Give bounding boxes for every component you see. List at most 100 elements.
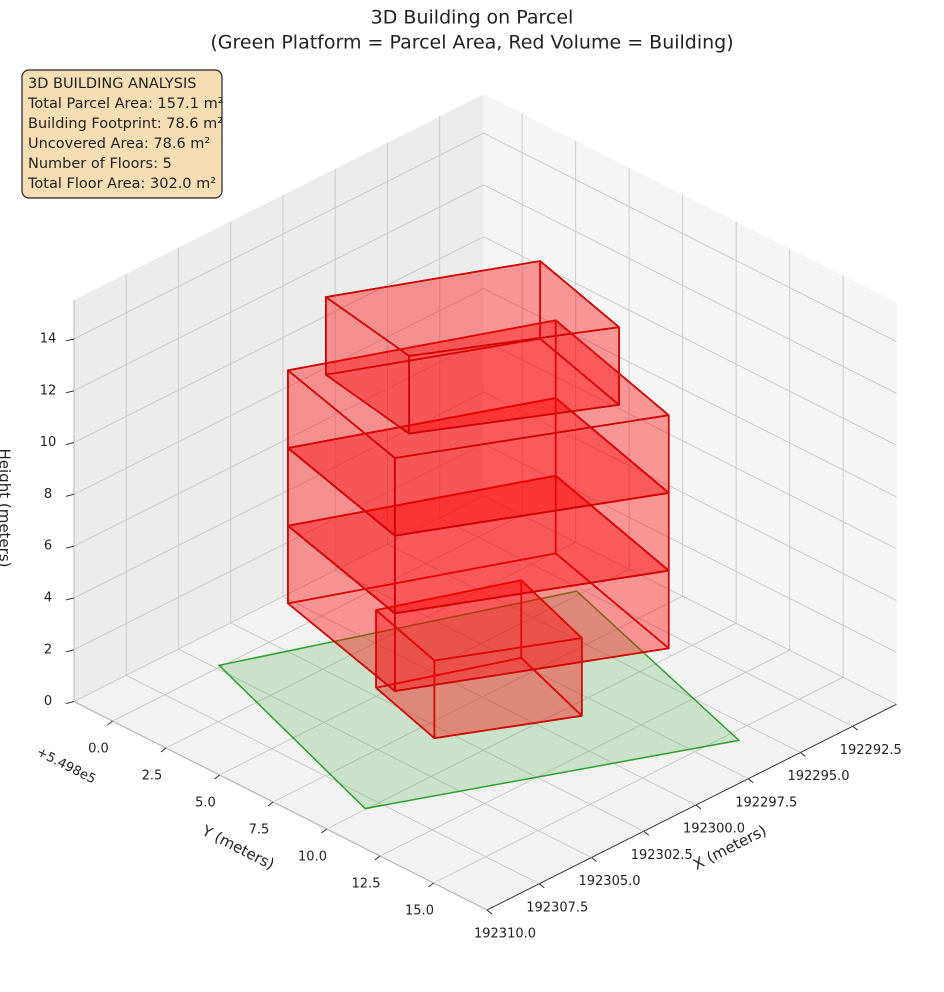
floor — [287, 474, 670, 692]
grid — [65, 113, 897, 915]
info-lines: 3D BUILDING ANALYSIS Total Parcel Area: 1… — [27, 76, 224, 192]
z-axis-label: Height (meters) — [0, 449, 14, 568]
grid-line — [73, 236, 484, 443]
x-tick-label: 192295.0 — [787, 769, 849, 784]
tick-mark — [65, 390, 75, 394]
tick-mark — [747, 778, 754, 784]
tick-mark — [214, 774, 220, 780]
floor-top — [375, 579, 583, 662]
x-tick-label: 192292.5 — [840, 743, 902, 758]
grid-line — [112, 514, 523, 722]
z-tick-label: 0 — [44, 694, 52, 709]
tick-mark — [65, 545, 75, 549]
grid-line — [73, 391, 484, 599]
grid-line — [379, 649, 790, 857]
tick-mark — [160, 747, 167, 753]
grid-line — [483, 391, 897, 602]
tick-mark — [695, 804, 702, 810]
tick-mark — [591, 857, 597, 862]
info-line: Total Parcel Area: 157.1 m² — [27, 96, 224, 112]
grid-line — [387, 543, 801, 753]
grid-line — [73, 288, 484, 495]
y-tick-label: 15.0 — [405, 904, 434, 919]
grid-line — [73, 495, 484, 702]
y-tick-label: 12.5 — [352, 877, 381, 892]
grid-line — [483, 495, 897, 705]
z-tick-label: 12 — [40, 383, 57, 398]
x-tick-label: 192300.0 — [683, 822, 745, 837]
grid-line — [483, 184, 897, 394]
tick-mark — [321, 828, 327, 834]
floor-top — [325, 260, 620, 357]
tick-mark — [65, 701, 75, 704]
grid-line — [483, 132, 897, 343]
grid-line — [483, 339, 897, 550]
info-line: Number of Floors: 5 — [28, 156, 172, 172]
grid-line — [230, 622, 644, 832]
info-line: Building Footprint: 78.6 m² — [28, 116, 223, 132]
tick-mark — [538, 883, 545, 889]
grid-line — [73, 184, 484, 392]
info-line: Uncovered Area: 78.6 m² — [28, 136, 210, 152]
floor — [325, 260, 620, 435]
y-tick-label: 10.0 — [298, 850, 327, 865]
tick-mark — [486, 909, 493, 915]
tick-mark — [643, 830, 650, 836]
tick-mark — [65, 493, 75, 497]
grid-line — [165, 541, 576, 749]
x-tick-label: 192297.5 — [735, 795, 797, 810]
grid-line — [439, 517, 853, 727]
grid-line — [178, 648, 592, 858]
info-line: 3D BUILDING ANALYSIS — [28, 76, 196, 92]
grid-line — [126, 674, 540, 885]
x-tick-label: 192307.5 — [526, 900, 588, 915]
chart-title: 3D Building on Parcel — [371, 7, 574, 29]
x-tick-label: 192305.0 — [578, 874, 640, 889]
tick-mark — [267, 801, 274, 807]
tick-mark — [65, 649, 75, 653]
grid-line — [73, 339, 484, 547]
tick-mark — [65, 338, 75, 342]
z-tick-label: 6 — [44, 539, 52, 554]
y-tick-label: 5.0 — [195, 796, 216, 811]
grid-line — [282, 596, 697, 806]
tick-mark — [65, 442, 75, 445]
tick-mark — [65, 597, 75, 601]
z-tick-label: 10 — [40, 435, 57, 450]
floor — [375, 579, 583, 739]
tick-mark — [428, 882, 434, 888]
floor — [287, 397, 670, 615]
z-tick-label: 8 — [44, 487, 52, 502]
floor-pane — [73, 495, 897, 910]
tick-mark — [800, 752, 806, 757]
grid-line — [219, 568, 630, 776]
grid-line — [272, 595, 683, 803]
tick-mark — [852, 725, 859, 731]
chart-subtitle: (Green Platform = Parcel Area, Red Volum… — [210, 32, 733, 54]
z-tick-label: 14 — [40, 331, 57, 346]
parcel — [217, 590, 741, 810]
x-tick-label: 192302.5 — [631, 848, 693, 863]
tick-mark — [107, 720, 113, 726]
y-tick-label: 2.5 — [142, 769, 163, 784]
panes — [73, 94, 897, 910]
plot-area — [217, 260, 741, 810]
y-tick-label: 7.5 — [249, 823, 270, 838]
x-tick-label: 192310.0 — [474, 927, 536, 942]
floor-top — [287, 319, 670, 459]
grid-line — [433, 676, 844, 884]
x-axis-line — [486, 703, 897, 911]
z-tick-label: 2 — [44, 642, 52, 657]
info-box — [21, 69, 223, 199]
left-pane — [73, 94, 484, 702]
grid-line — [483, 288, 897, 498]
grid-line — [73, 701, 488, 911]
z-tick-label: 4 — [44, 590, 52, 605]
tick-mark — [374, 855, 381, 861]
grid-line — [73, 132, 484, 340]
grid-line — [483, 443, 897, 653]
grid-line — [326, 622, 737, 830]
right-pane — [483, 94, 897, 705]
